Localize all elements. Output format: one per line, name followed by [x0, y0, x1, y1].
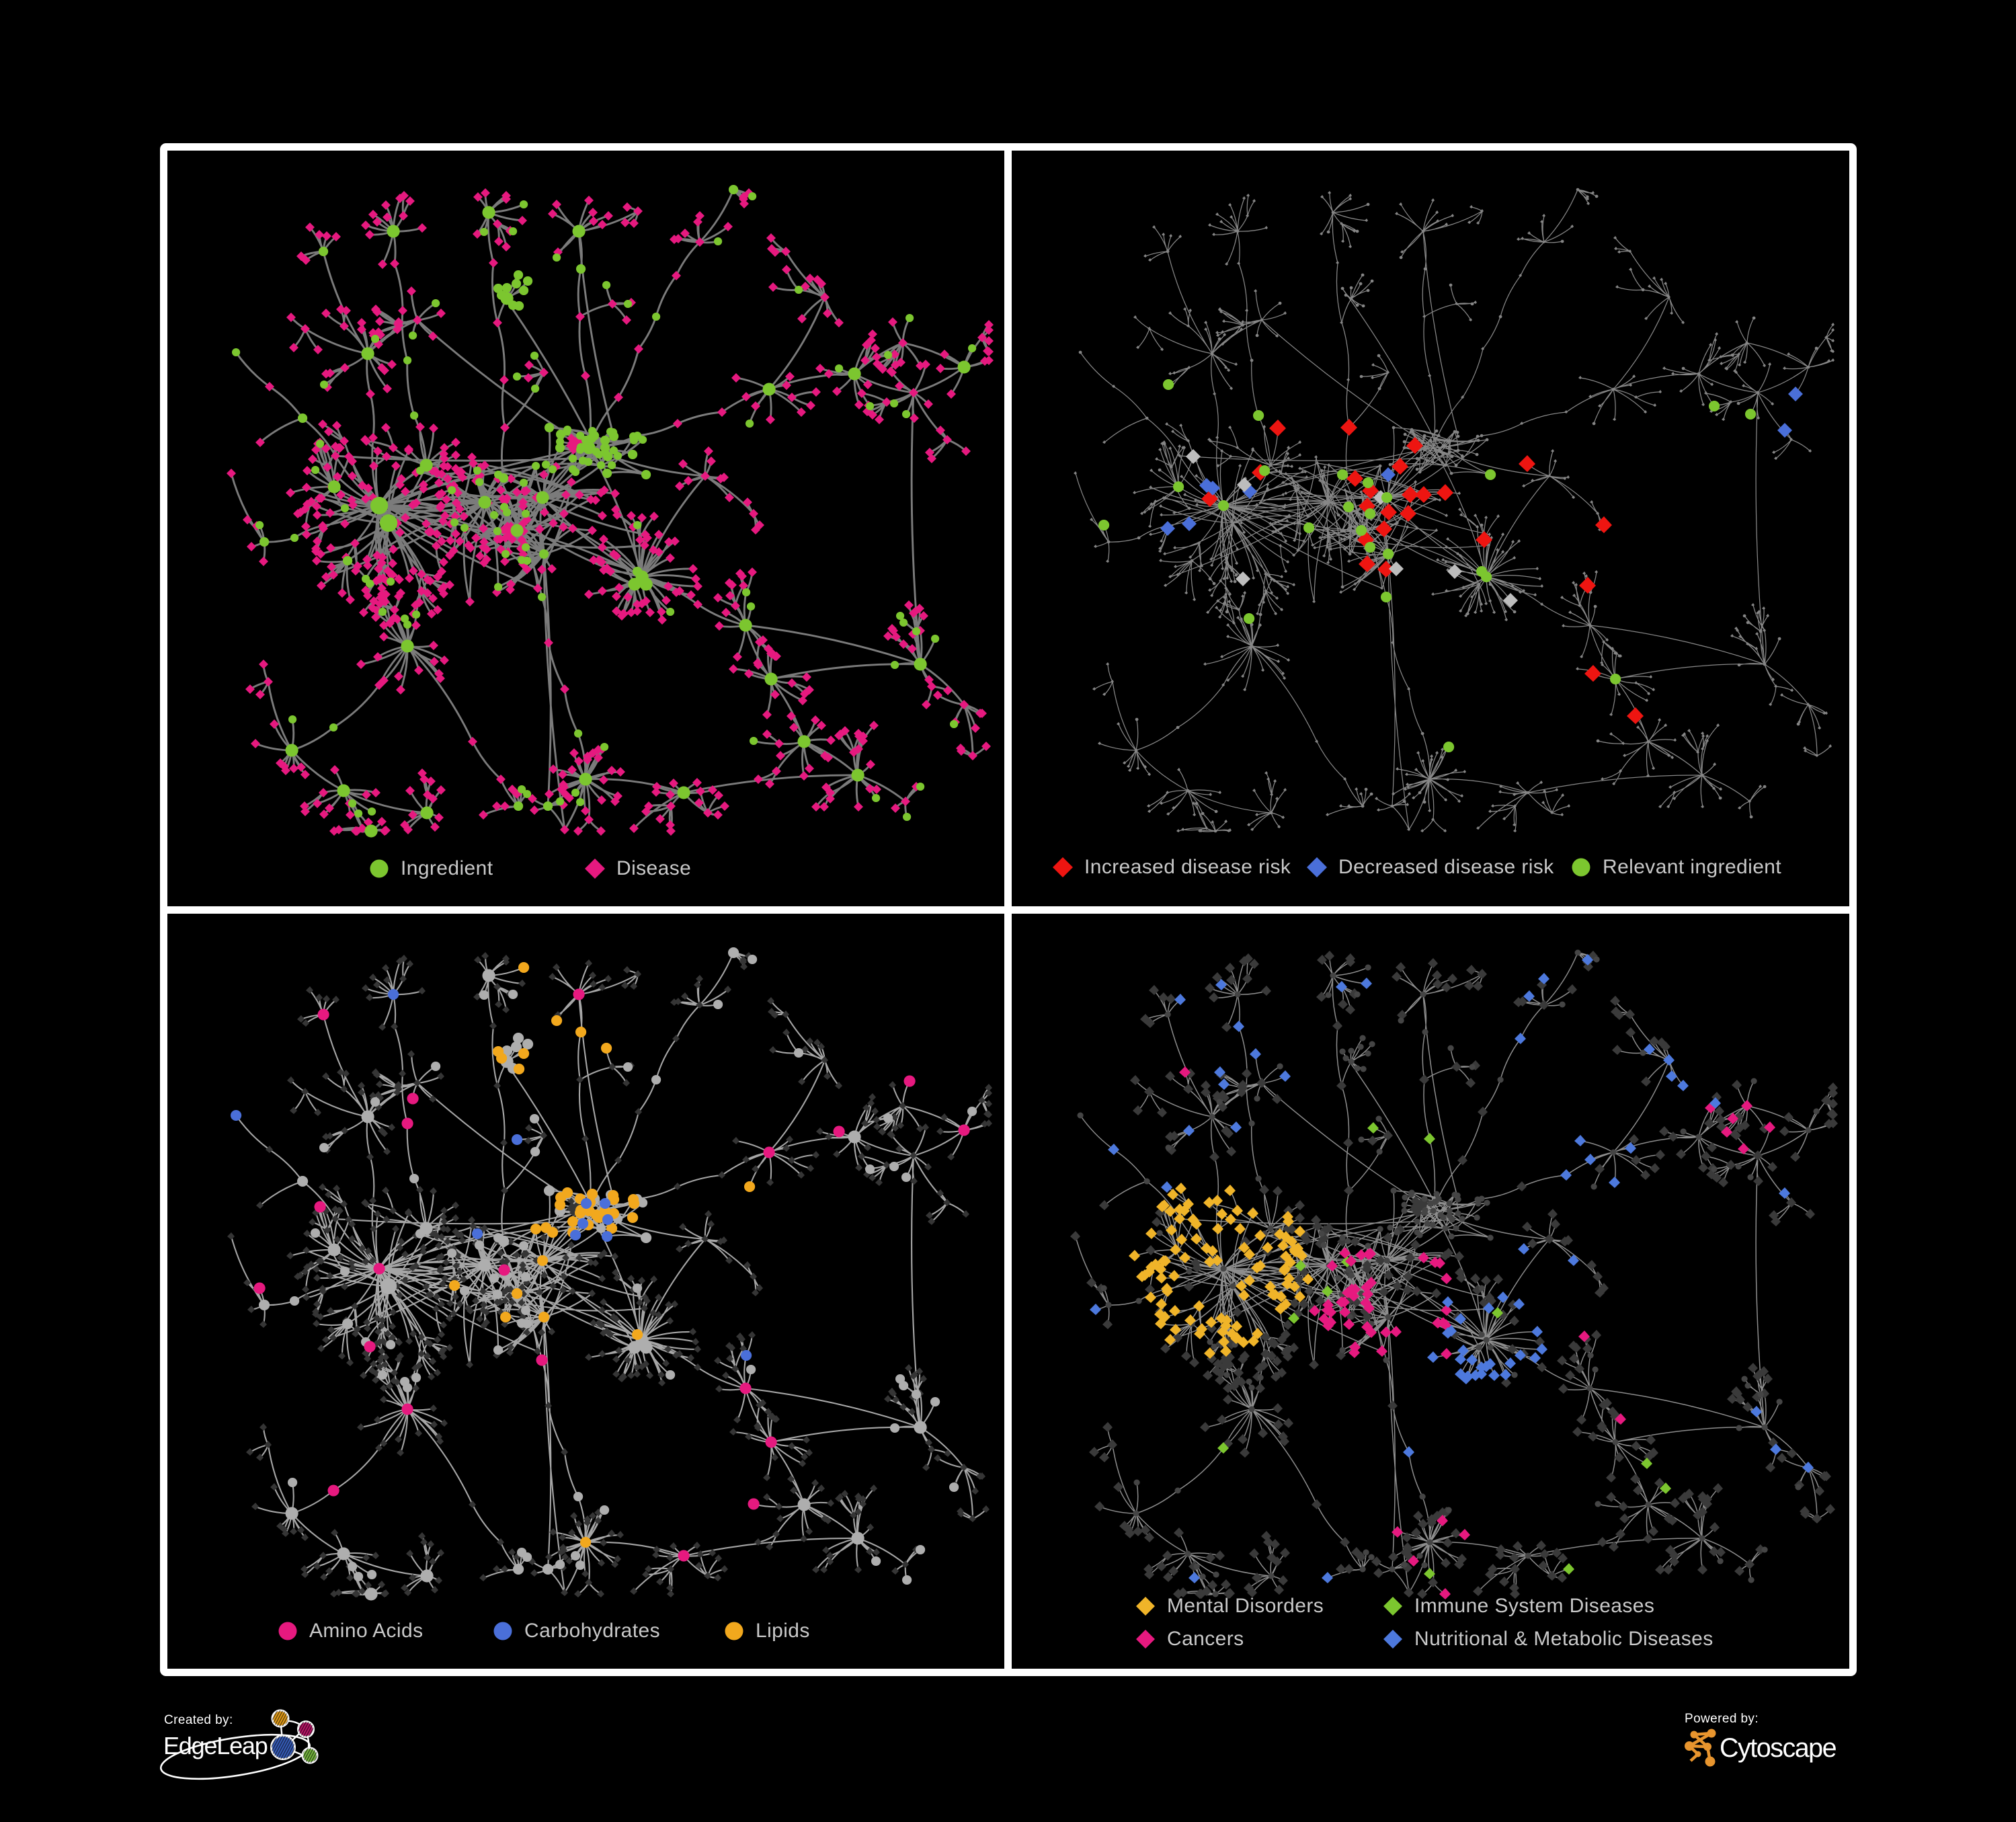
svg-text:Powered by:: Powered by: [1685, 1712, 1759, 1726]
svg-text:Cytoscape: Cytoscape [1720, 1733, 1837, 1763]
svg-text:Created by:: Created by: [164, 1713, 233, 1727]
svg-text:EdgeLeap: EdgeLeap [163, 1732, 268, 1759]
